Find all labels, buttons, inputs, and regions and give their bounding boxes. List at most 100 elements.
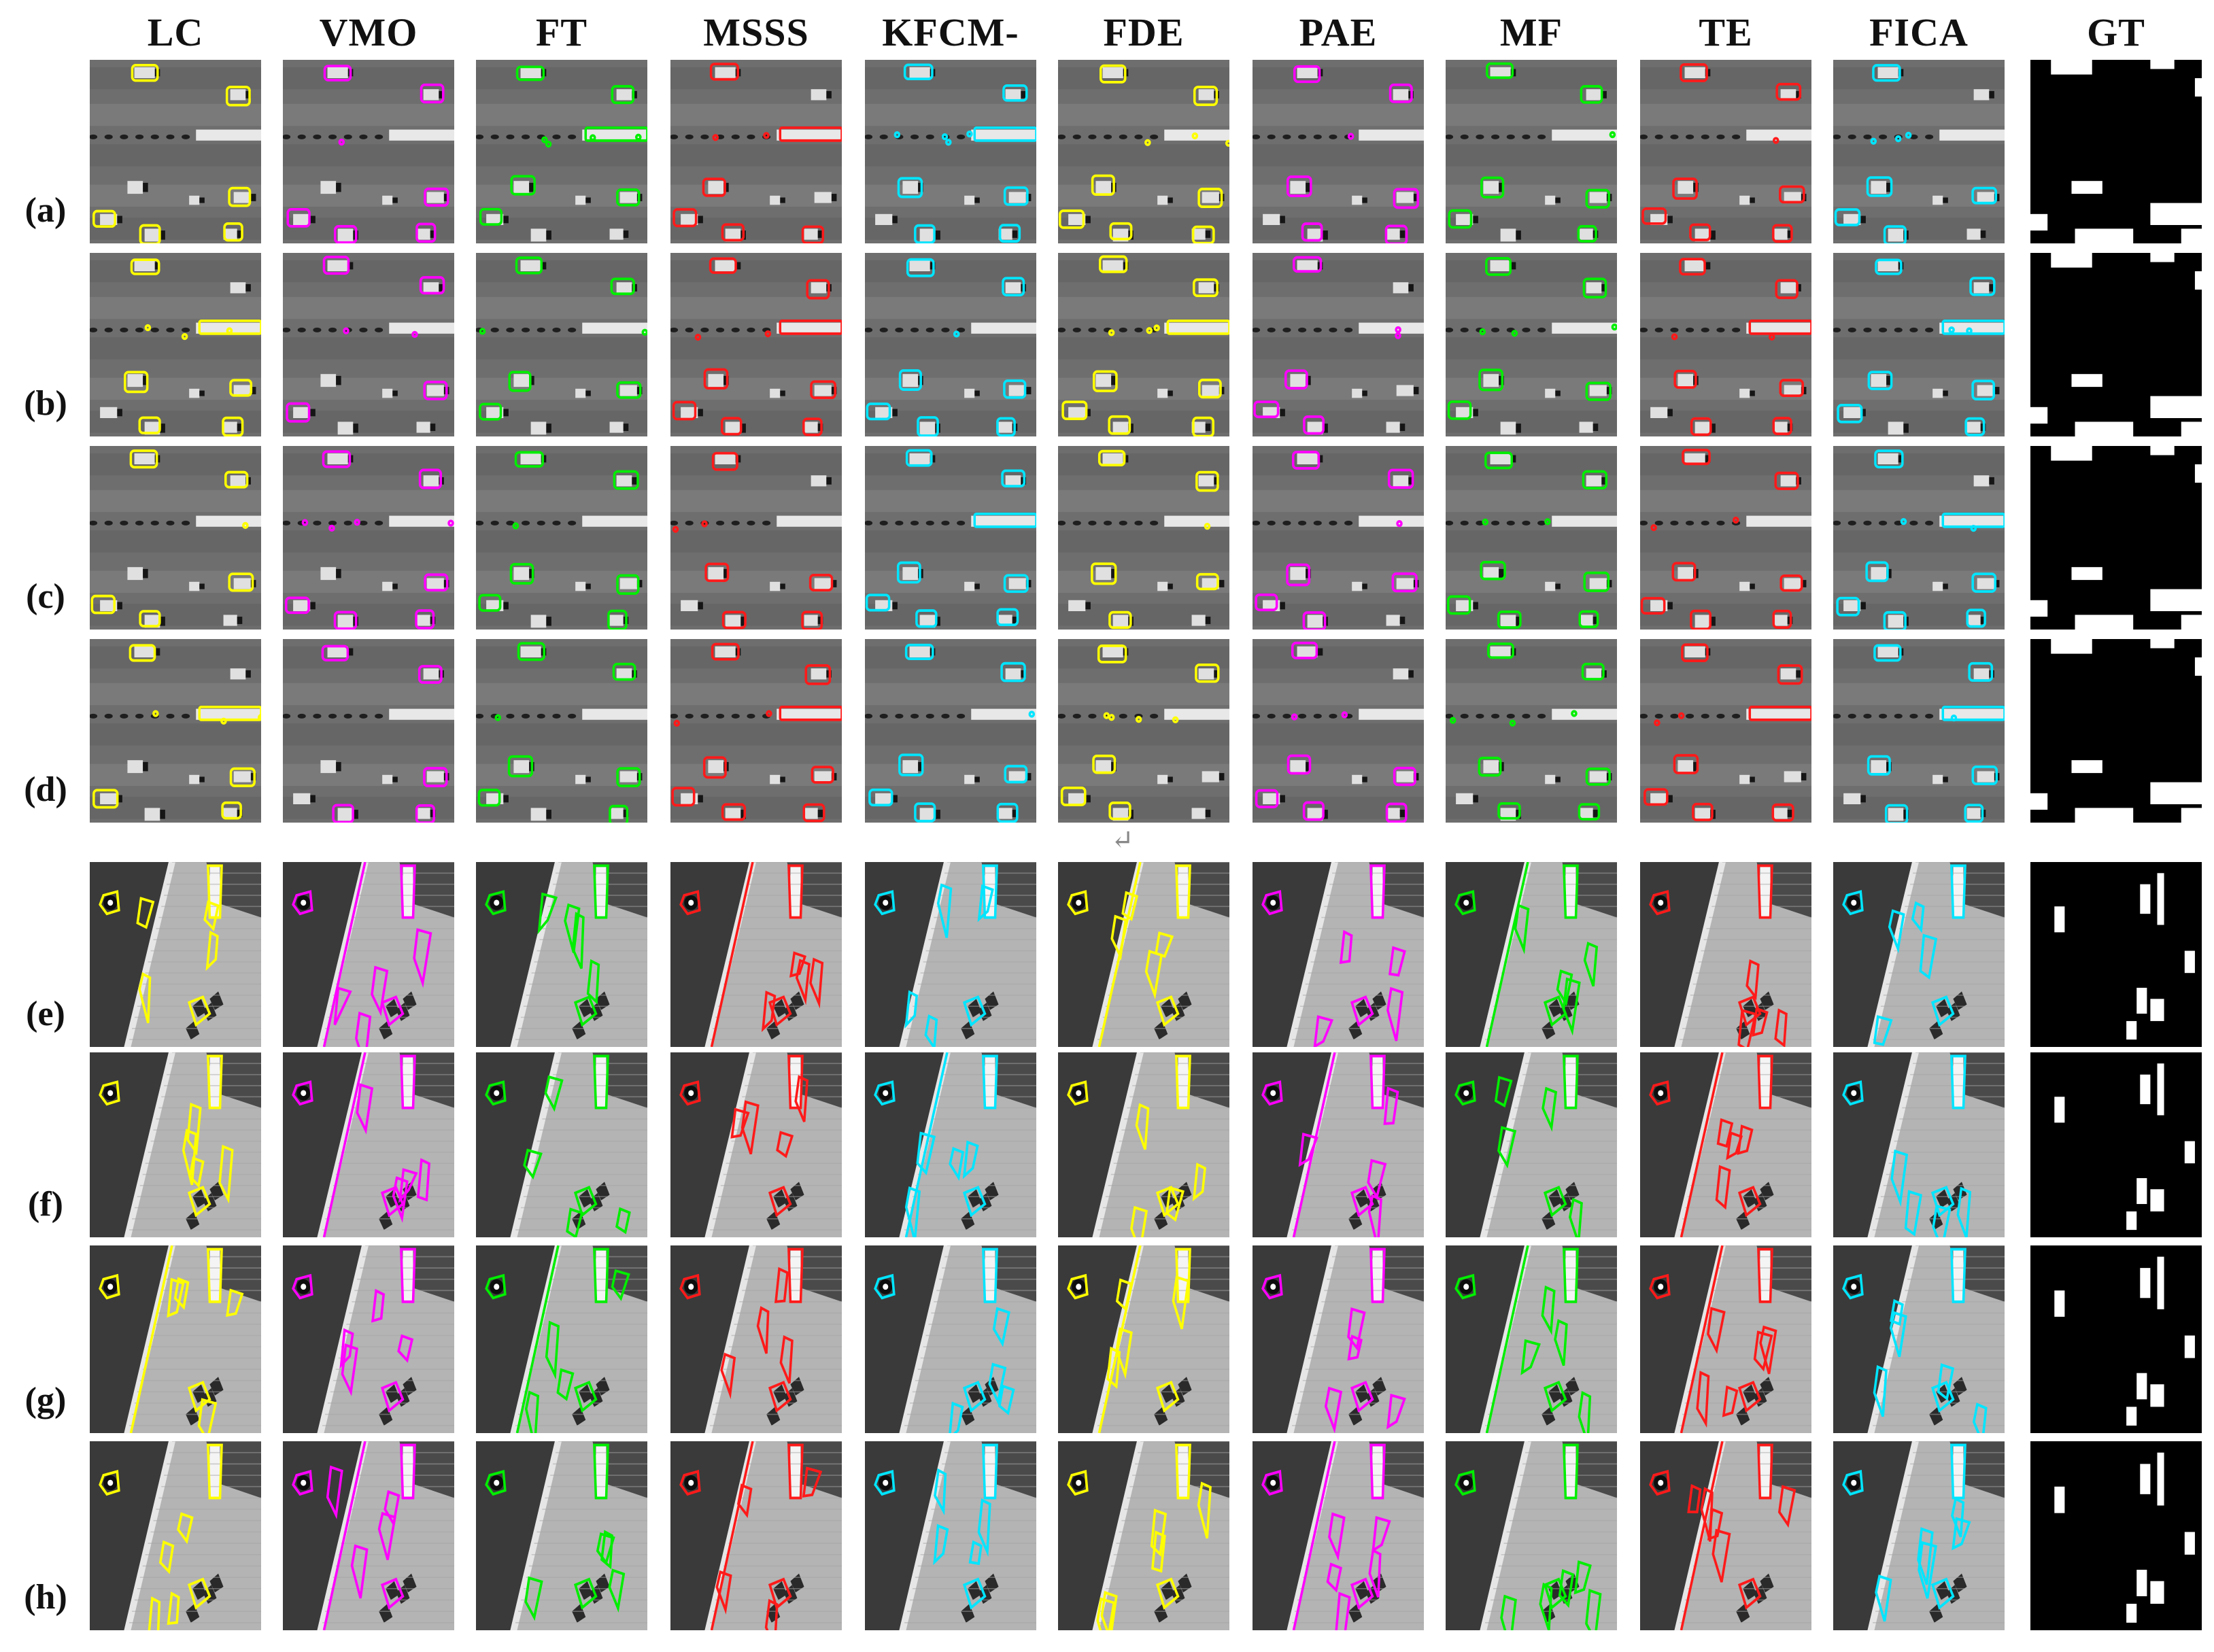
result-image-h-kfcm-cv (865, 1441, 1036, 1630)
result-image-e-msss (670, 862, 842, 1047)
result-image-a-pae (1253, 60, 1424, 243)
result-image-c-gt (2030, 446, 2202, 630)
ground-truth-mask-b-gt (2030, 253, 2202, 436)
result-image-h-te (1640, 1441, 1811, 1630)
detection-overlay-c-ft (476, 446, 647, 630)
result-image-f-kfcm-cv (865, 1052, 1036, 1237)
detection-overlay-h-fde (1058, 1441, 1229, 1630)
result-image-d-mf (1446, 639, 1617, 823)
detection-overlay-a-vmo (283, 60, 454, 243)
result-image-b-te (1640, 253, 1811, 436)
result-image-a-mf (1446, 60, 1617, 243)
result-image-f-fde (1058, 1052, 1229, 1237)
detection-overlay-h-fica (1833, 1441, 2005, 1630)
column-header-vmo: VMO (319, 10, 418, 54)
result-image-f-gt (2030, 1052, 2202, 1237)
result-image-f-pae (1253, 1052, 1424, 1237)
result-image-d-pae (1253, 639, 1424, 823)
detection-overlay-a-lc (90, 60, 261, 243)
detection-overlay-f-ft (476, 1052, 647, 1237)
detection-overlay-b-vmo (283, 253, 454, 436)
detection-overlay-b-ft (476, 253, 647, 436)
detection-overlay-g-lc (90, 1245, 261, 1433)
detection-overlay-h-mf (1446, 1441, 1617, 1630)
row-label-g: (g) (24, 1381, 67, 1419)
result-image-e-fde (1058, 862, 1229, 1047)
result-image-a-fica (1833, 60, 2005, 243)
result-image-g-fica (1833, 1245, 2005, 1433)
detection-overlay-c-fde (1058, 446, 1229, 630)
row-label-d: (d) (24, 770, 67, 809)
result-image-c-msss (670, 446, 842, 630)
result-image-b-gt (2030, 253, 2202, 436)
result-image-g-te (1640, 1245, 1811, 1433)
column-header-gt: GT (2087, 10, 2145, 54)
detection-overlay-g-fde (1058, 1245, 1229, 1433)
result-image-e-lc (90, 862, 261, 1047)
result-image-d-fde (1058, 639, 1229, 823)
detection-overlay-c-mf (1446, 446, 1617, 630)
detection-overlay-a-fica (1833, 60, 2005, 243)
detection-overlay-b-fde (1058, 253, 1229, 436)
result-image-d-vmo (283, 639, 454, 823)
detection-overlay-e-te (1640, 862, 1811, 1047)
result-image-d-msss (670, 639, 842, 823)
result-image-a-gt (2030, 60, 2202, 243)
result-image-g-kfcm-cv (865, 1245, 1036, 1433)
detection-overlay-f-lc (90, 1052, 261, 1237)
detection-overlay-e-fica (1833, 862, 2005, 1047)
ground-truth-mask-h-gt (2030, 1441, 2202, 1630)
detection-overlay-b-mf (1446, 253, 1617, 436)
detection-overlay-d-pae (1253, 639, 1424, 823)
result-image-d-te (1640, 639, 1811, 823)
column-header-ft: FT (535, 10, 588, 54)
detection-overlay-h-ft (476, 1441, 647, 1630)
column-header-pae: PAE (1299, 10, 1378, 54)
result-image-e-te (1640, 862, 1811, 1047)
result-image-f-fica (1833, 1052, 2005, 1237)
row-label-b: (b) (24, 384, 67, 423)
result-image-g-fde (1058, 1245, 1229, 1433)
detection-overlay-b-lc (90, 253, 261, 436)
detection-overlay-c-pae (1253, 446, 1424, 630)
result-image-f-lc (90, 1052, 261, 1237)
detection-overlay-b-msss (670, 253, 842, 436)
detection-overlay-h-msss (670, 1441, 842, 1630)
result-image-d-ft (476, 639, 647, 823)
detection-overlay-e-pae (1253, 862, 1424, 1047)
detection-overlay-b-pae (1253, 253, 1424, 436)
detection-overlay-f-fde (1058, 1052, 1229, 1237)
detection-overlay-f-vmo (283, 1052, 454, 1237)
result-image-e-vmo (283, 862, 454, 1047)
detection-overlay-b-fica (1833, 253, 2005, 436)
result-image-g-vmo (283, 1245, 454, 1433)
result-image-b-lc (90, 253, 261, 436)
detection-overlay-b-kfcm-cv (865, 253, 1036, 436)
row-label-e: (e) (26, 995, 65, 1033)
result-image-g-mf (1446, 1245, 1617, 1433)
result-image-g-pae (1253, 1245, 1424, 1433)
detection-overlay-e-lc (90, 862, 261, 1047)
detection-overlay-a-pae (1253, 60, 1424, 243)
detection-overlay-d-vmo (283, 639, 454, 823)
detection-overlay-d-fde (1058, 639, 1229, 823)
ground-truth-mask-f-gt (2030, 1052, 2202, 1237)
result-image-a-lc (90, 60, 261, 243)
result-image-d-lc (90, 639, 261, 823)
result-image-h-fde (1058, 1441, 1229, 1630)
detection-overlay-c-fica (1833, 446, 2005, 630)
result-image-a-msss (670, 60, 842, 243)
result-image-h-fica (1833, 1441, 2005, 1630)
detection-overlay-d-lc (90, 639, 261, 823)
result-image-b-fde (1058, 253, 1229, 436)
result-image-g-lc (90, 1245, 261, 1433)
result-image-e-fica (1833, 862, 2005, 1047)
column-header-mf: MF (1499, 10, 1563, 54)
ground-truth-mask-c-gt (2030, 446, 2202, 630)
result-image-b-mf (1446, 253, 1617, 436)
result-image-c-kfcm-cv (865, 446, 1036, 630)
row-label-f: (f) (28, 1185, 63, 1224)
result-image-f-msss (670, 1052, 842, 1237)
detection-overlay-e-fde (1058, 862, 1229, 1047)
